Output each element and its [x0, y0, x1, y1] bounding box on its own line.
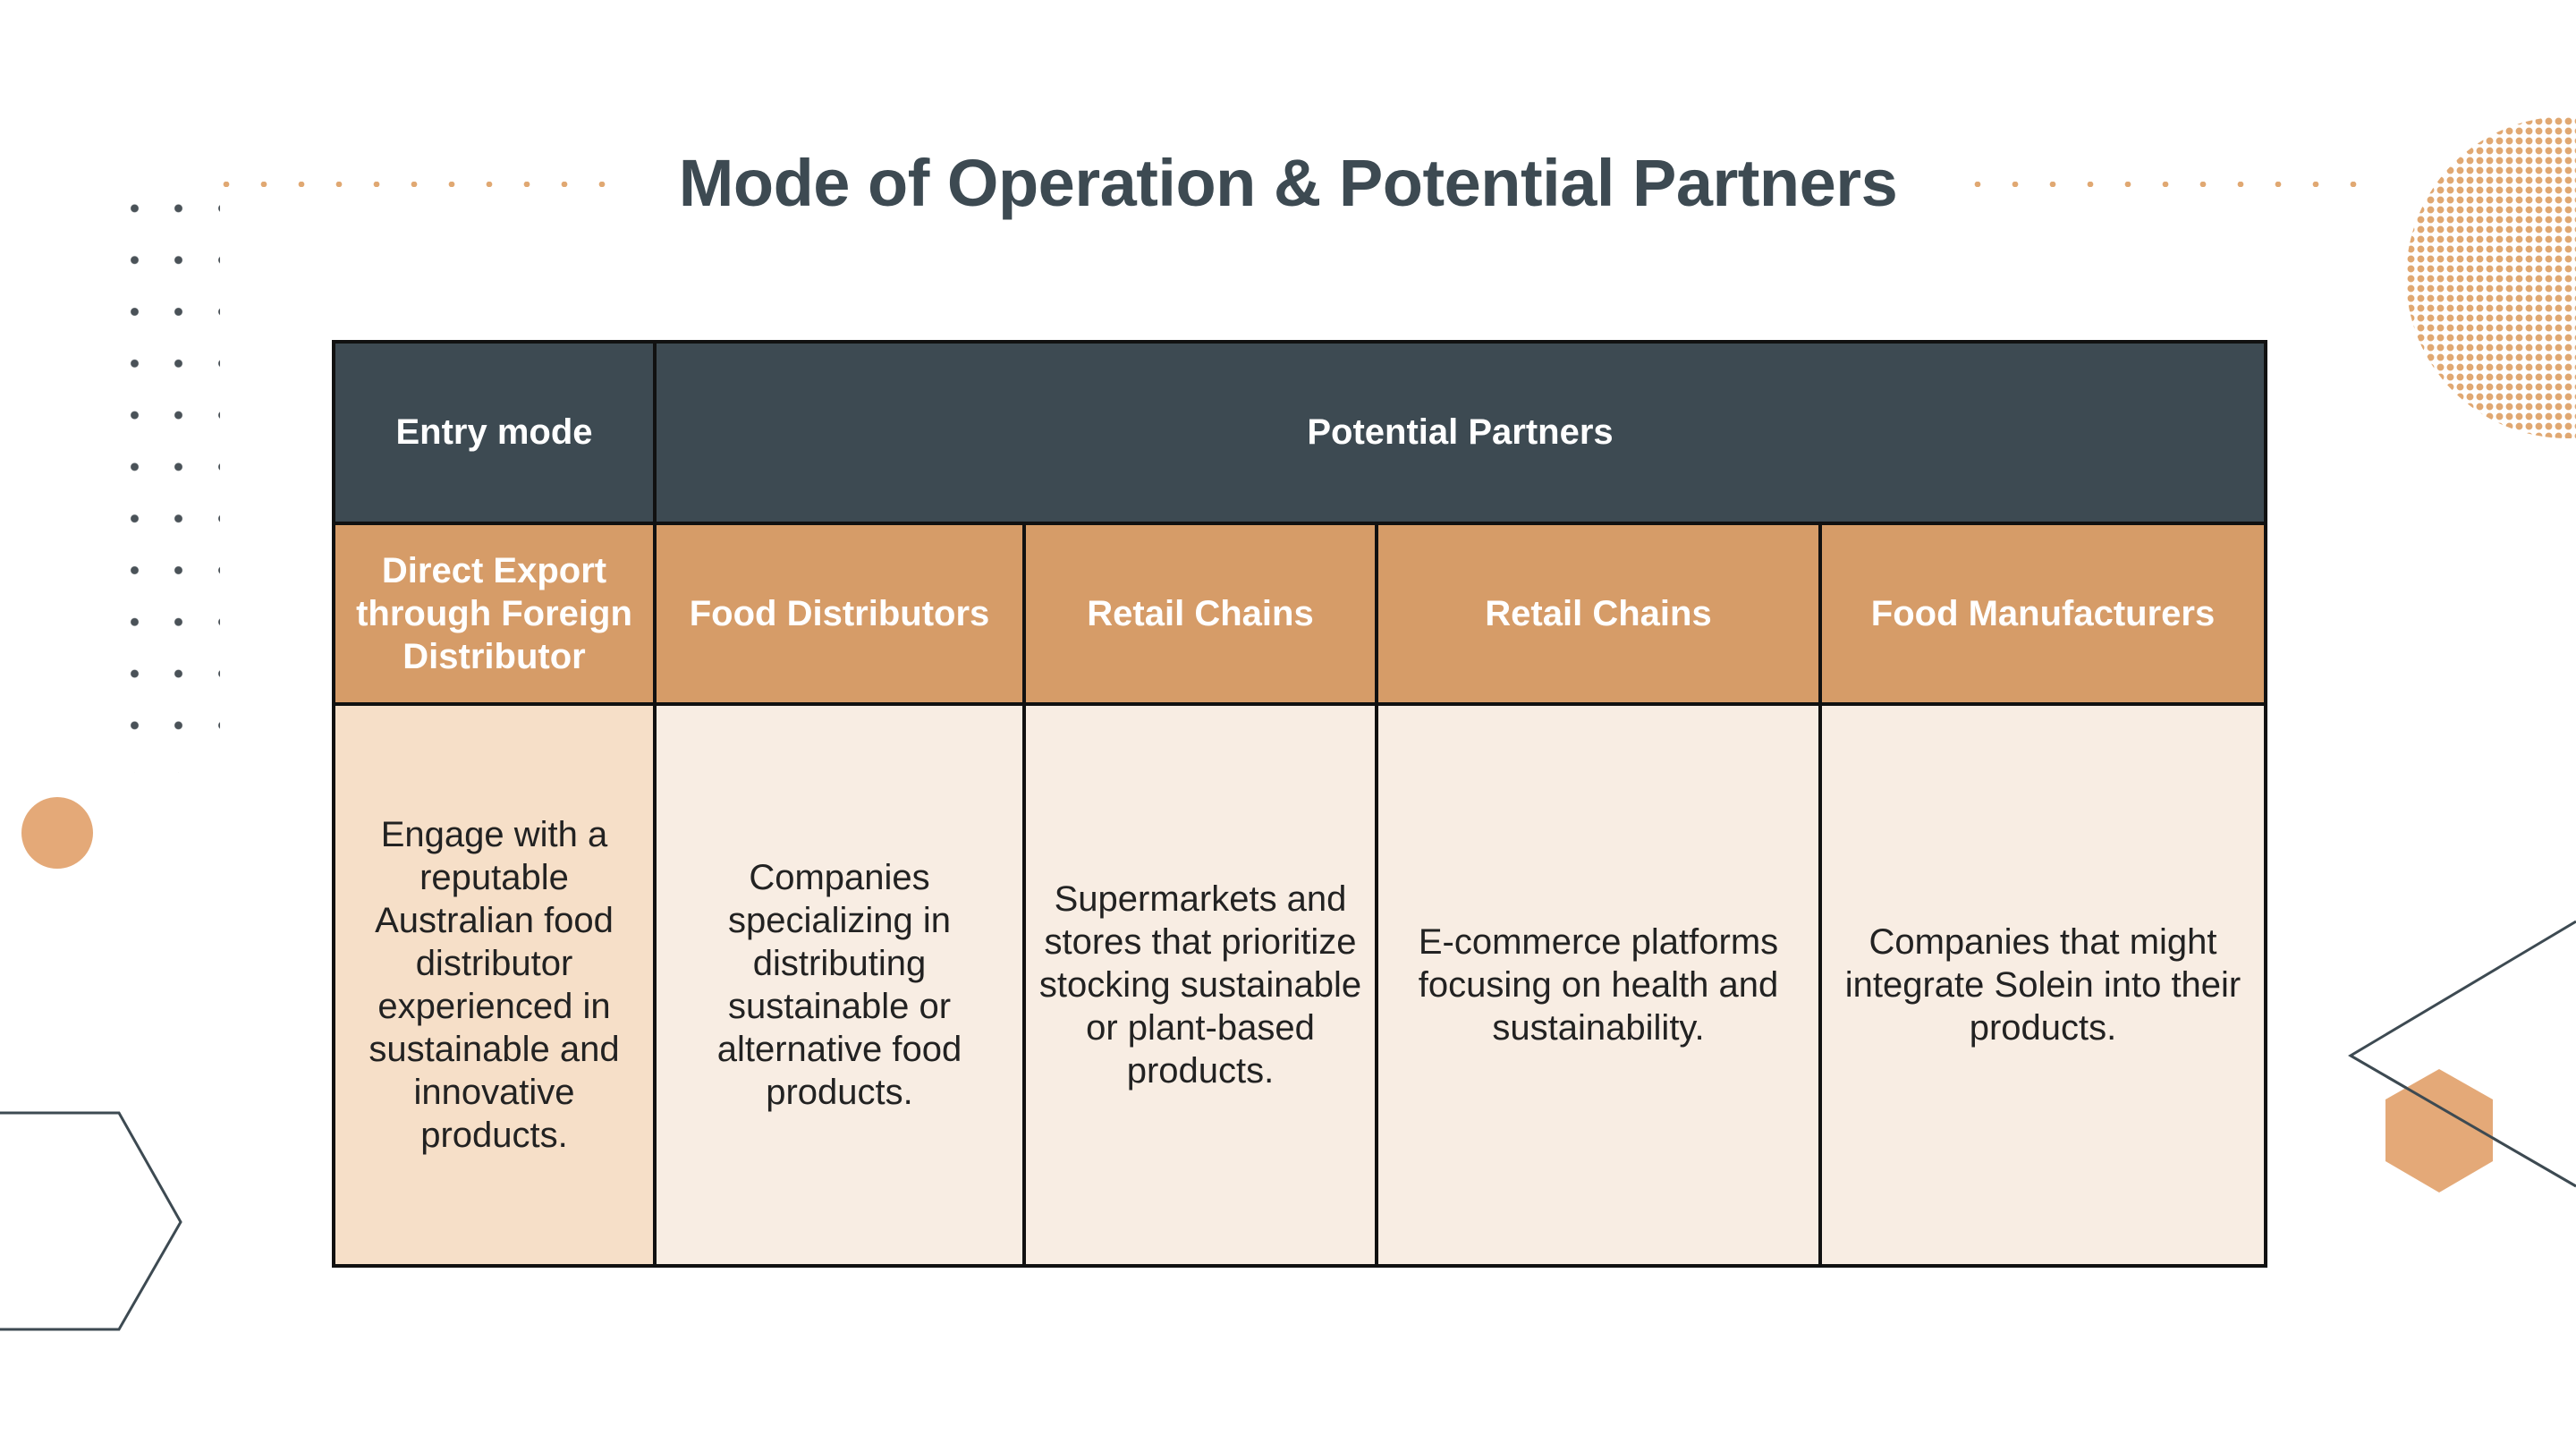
subheader-cell: Food Manufacturers — [1818, 522, 2268, 706]
subheader-cell: Retail Chains — [1375, 522, 1822, 706]
body-cell: Companies that might integrate Solein in… — [1818, 701, 2268, 1269]
table-header-row: Entry mode Potential Partners — [332, 339, 2268, 526]
title-dotted-line-right — [1959, 182, 2386, 187]
body-cell: E-commerce platforms focusing on health … — [1375, 701, 1822, 1269]
subheader-cell: Retail Chains — [1022, 522, 1378, 706]
body-cell-entry-mode: Engage with a reputable Australian food … — [332, 701, 657, 1269]
hexagon-filled-right — [2385, 1069, 2493, 1193]
header-entry-mode: Entry mode — [332, 339, 657, 526]
hexagon-outline-left — [0, 1111, 182, 1331]
title-row: Mode of Operation & Potential Partners — [0, 134, 2576, 233]
decorative-circle — [21, 797, 93, 869]
subheader-cell: Food Distributors — [653, 522, 1026, 706]
body-cell: Supermarkets and stores that prioritize … — [1022, 701, 1378, 1269]
partners-table: Entry mode Potential Partners Direct Exp… — [332, 339, 2268, 1269]
page-title: Mode of Operation & Potential Partners — [678, 146, 1898, 220]
title-dotted-line-left — [208, 182, 635, 187]
table-body-row: Engage with a reputable Australian food … — [332, 701, 2268, 1269]
header-potential-partners: Potential Partners — [652, 339, 2268, 526]
decorative-dot-grid — [113, 182, 220, 773]
body-cell: Companies specializing in distributing s… — [653, 701, 1026, 1269]
subheader-cell: Direct Export through Foreign Distributo… — [332, 522, 657, 706]
table-subheader-row: Direct Export through Foreign Distributo… — [332, 522, 2268, 706]
